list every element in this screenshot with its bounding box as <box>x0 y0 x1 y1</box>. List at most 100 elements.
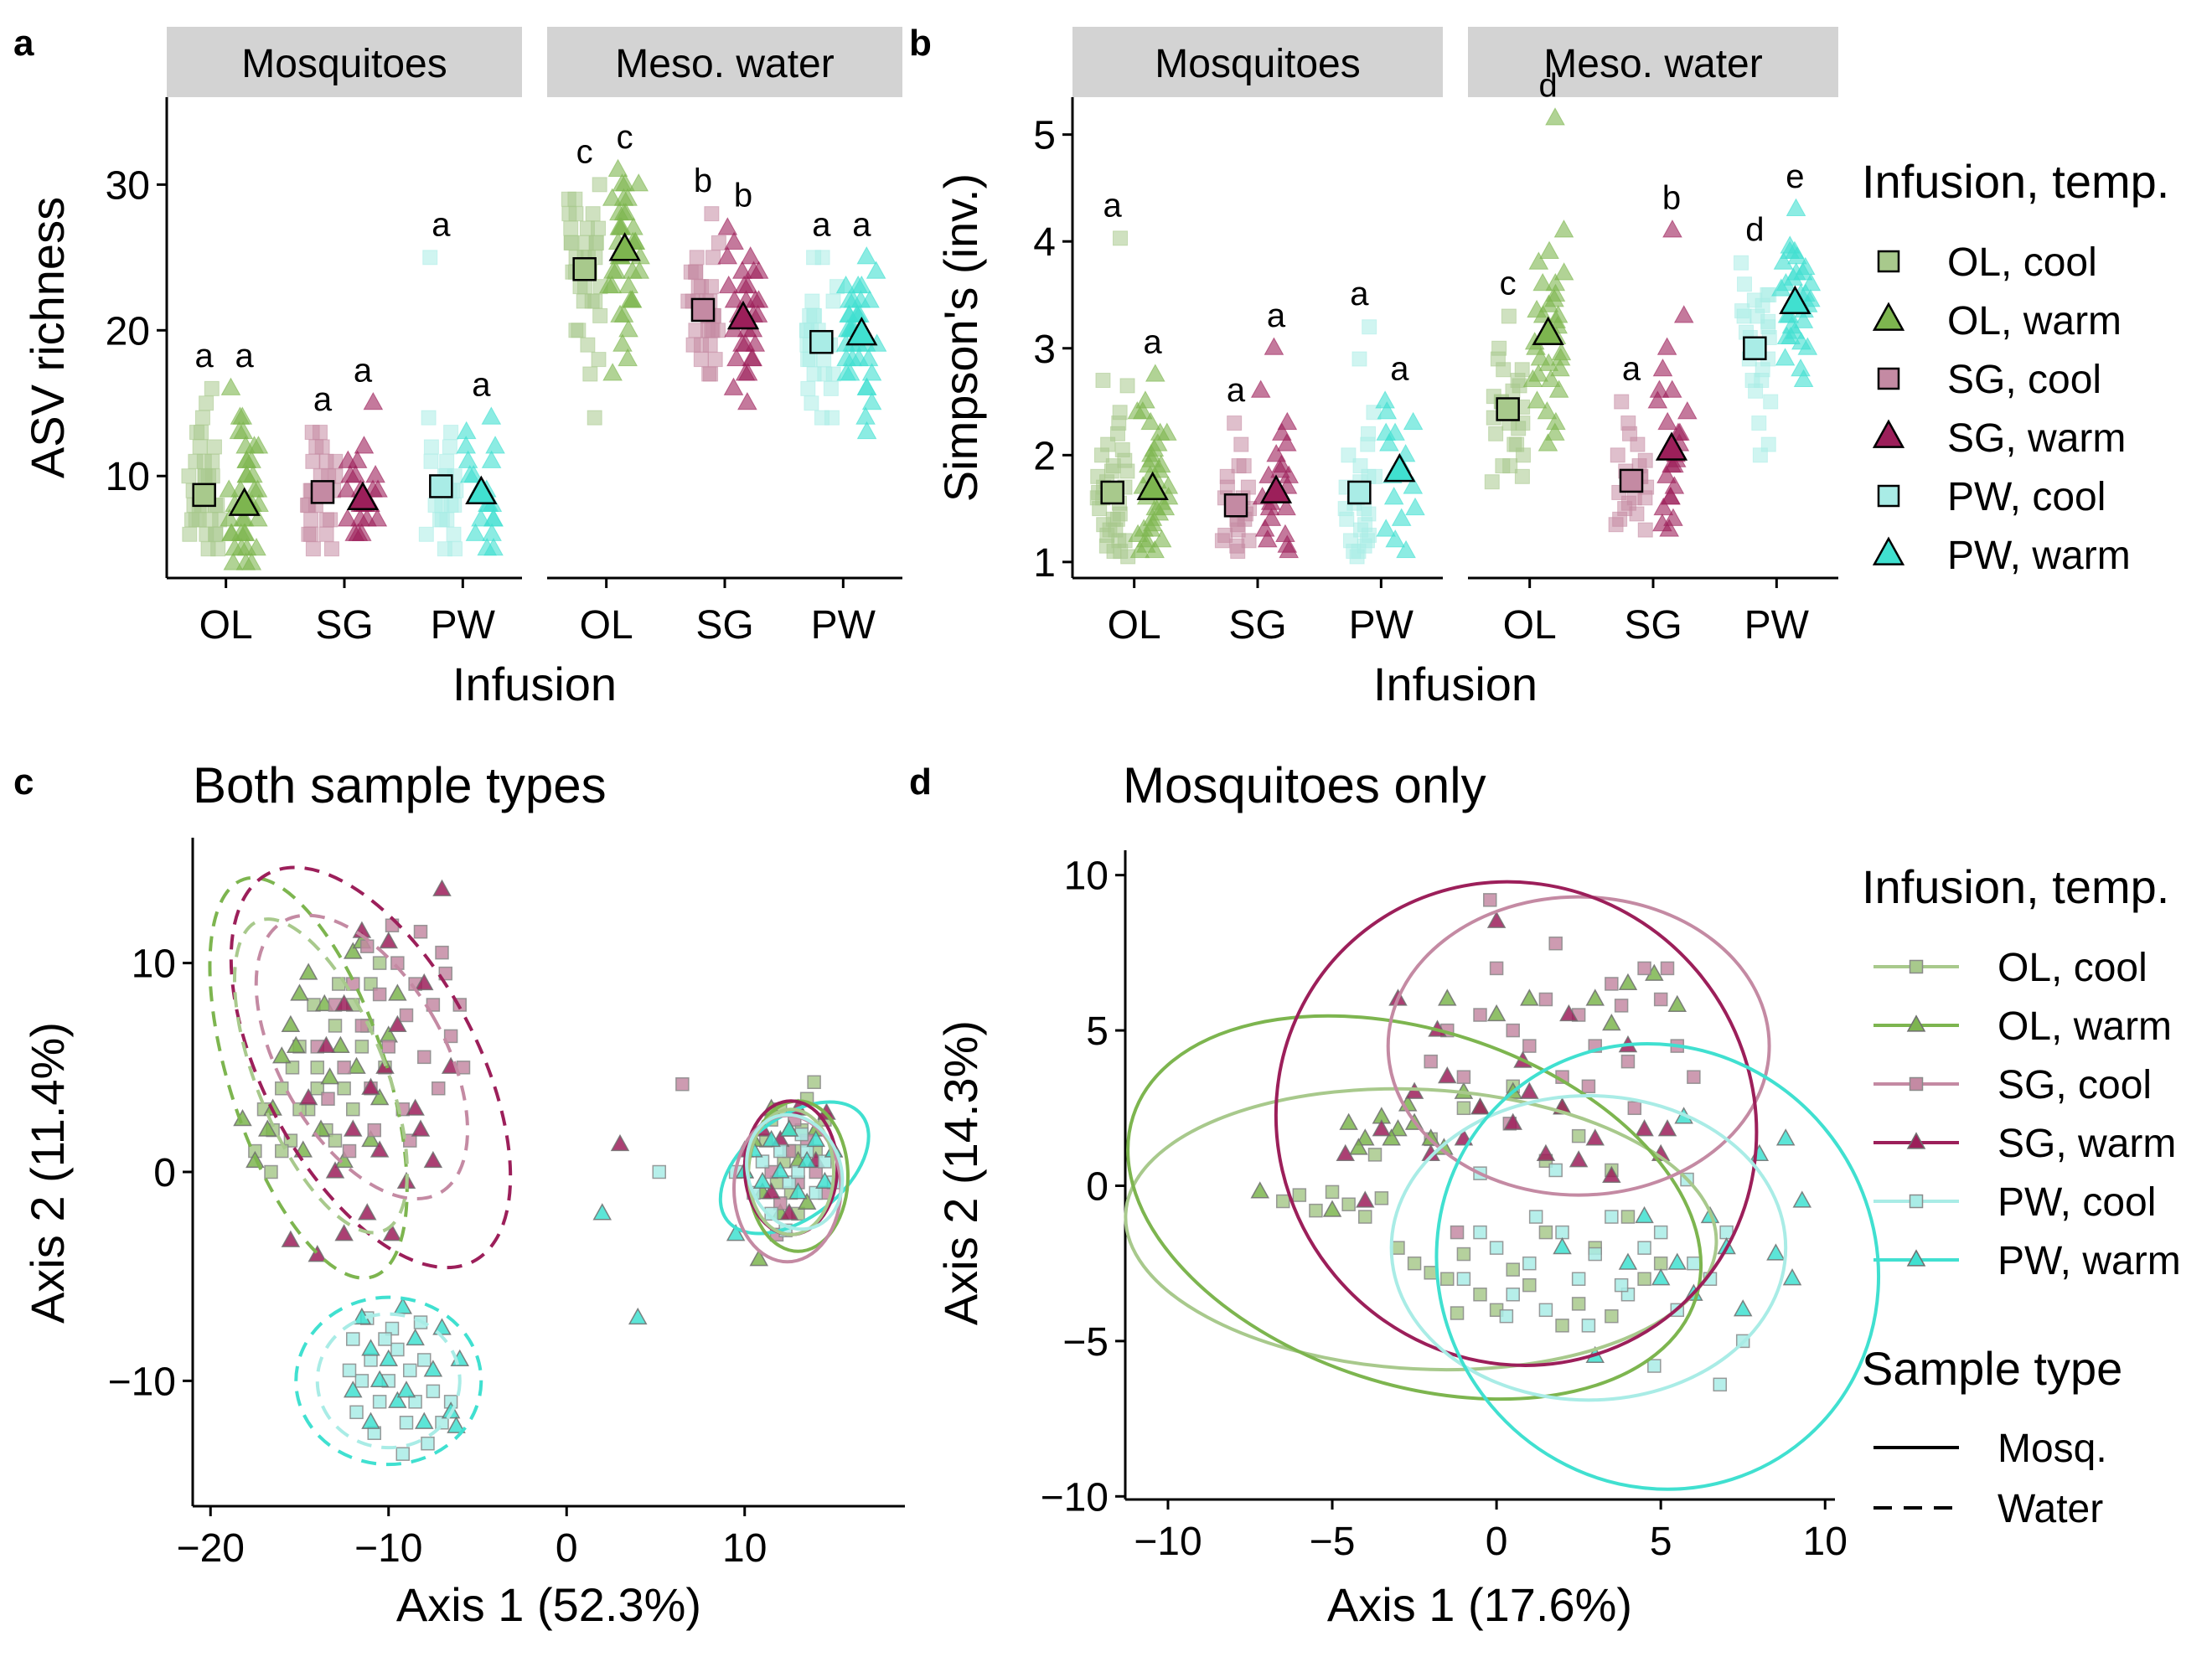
data-point <box>1538 992 1553 1007</box>
data-point <box>1662 219 1682 238</box>
data-point <box>1538 1225 1553 1240</box>
data-point <box>740 246 761 265</box>
data-point <box>1653 992 1668 1007</box>
data-point <box>561 206 577 222</box>
data-point <box>406 1098 425 1116</box>
data-point <box>809 1185 823 1200</box>
data-point <box>752 1171 773 1190</box>
data-point <box>275 1143 289 1159</box>
data-point <box>372 1395 387 1409</box>
data-point <box>399 1416 414 1430</box>
data-point <box>1456 1272 1471 1286</box>
data-point <box>1113 230 1129 246</box>
data-point <box>281 1230 301 1247</box>
data-point <box>1792 262 1813 281</box>
data-point <box>1355 1190 1375 1208</box>
data-point <box>257 1119 277 1137</box>
data-point <box>1488 426 1504 441</box>
data-point <box>314 439 330 455</box>
data-point <box>800 380 816 396</box>
significance-letter: b <box>694 163 712 199</box>
data-point <box>427 498 443 514</box>
data-point <box>800 352 816 368</box>
data-point <box>1309 1203 1323 1218</box>
data-point <box>1651 513 1672 532</box>
x-axis-title: Axis 1 (17.6%) <box>1327 1578 1632 1631</box>
data-point <box>456 436 477 454</box>
x-axis-title: Infusion <box>452 658 617 710</box>
data-point <box>372 987 387 1002</box>
data-point <box>1618 973 1638 991</box>
data-point <box>367 508 388 527</box>
legend-label-mosq: Mosq. <box>1998 1427 2107 1471</box>
data-point <box>816 352 832 368</box>
data-point <box>1532 272 1553 292</box>
data-point <box>346 1102 360 1117</box>
data-point <box>1258 465 1279 483</box>
data-point <box>303 512 319 528</box>
significance-letter: a <box>1622 351 1641 388</box>
data-point <box>423 453 439 469</box>
data-point <box>379 931 399 949</box>
data-point <box>1106 544 1122 560</box>
data-point <box>1403 476 1424 494</box>
data-point <box>334 1224 354 1241</box>
legend-key <box>1877 484 1900 508</box>
legend-key <box>1909 1076 1924 1092</box>
y-tick-label: 10 <box>132 942 176 987</box>
data-point <box>323 541 339 557</box>
mean-marker <box>809 329 834 354</box>
data-point <box>1663 454 1684 473</box>
legend-label: OL, cool <box>1998 946 2147 990</box>
data-point <box>1559 1004 1579 1022</box>
data-point <box>1626 490 1642 506</box>
data-point <box>711 235 726 250</box>
data-point <box>1605 1210 1619 1224</box>
data-point <box>731 261 752 279</box>
data-point <box>485 436 505 454</box>
data-point <box>225 537 245 556</box>
data-point <box>194 410 210 426</box>
data-point <box>856 246 877 265</box>
data-point <box>337 1061 351 1075</box>
data-point <box>390 1342 405 1357</box>
data-point <box>200 468 216 484</box>
panel-c-title: Both sample types <box>193 757 607 813</box>
data-point <box>481 406 502 425</box>
confidence-ellipse <box>229 865 513 1270</box>
data-point <box>1236 458 1252 474</box>
x-tick-label: OL <box>1503 603 1557 648</box>
panel-d-title: Mosquitoes only <box>1123 757 1486 813</box>
data-point <box>1571 1297 1586 1311</box>
data-point <box>1383 487 1404 505</box>
data-point <box>1129 539 1150 559</box>
data-point <box>1605 1308 1619 1324</box>
confidence-ellipse <box>315 1312 462 1450</box>
data-point <box>271 1046 292 1064</box>
legend-key <box>1909 959 1924 974</box>
data-point <box>1140 411 1161 431</box>
significance-letter: b <box>1662 179 1681 216</box>
data-point <box>1259 497 1280 516</box>
y-tick-label: 10 <box>1064 854 1109 899</box>
data-point <box>241 552 262 570</box>
data-point <box>1093 447 1109 463</box>
significance-letter: a <box>235 338 255 374</box>
data-point <box>1792 1190 1812 1208</box>
data-point <box>861 363 882 381</box>
x-tick-label: SG <box>1228 603 1286 648</box>
data-point <box>1539 240 1559 259</box>
data-point <box>417 1353 432 1367</box>
legend-label: PW, warm <box>1998 1239 2181 1283</box>
data-point <box>1522 1039 1537 1053</box>
data-point <box>797 1150 817 1169</box>
data-point <box>718 275 739 294</box>
legend-infusion-temp-bottom: Infusion, temp. OL, cool OL, warm SG, cool… <box>1862 860 2181 1531</box>
data-point <box>571 323 587 338</box>
data-point <box>1230 544 1246 560</box>
data-point <box>797 1192 817 1210</box>
data-point <box>1261 508 1282 526</box>
significance-letter: a <box>432 206 451 243</box>
y-tick-label: 4 <box>1033 220 1056 265</box>
data-point <box>1346 544 1362 560</box>
